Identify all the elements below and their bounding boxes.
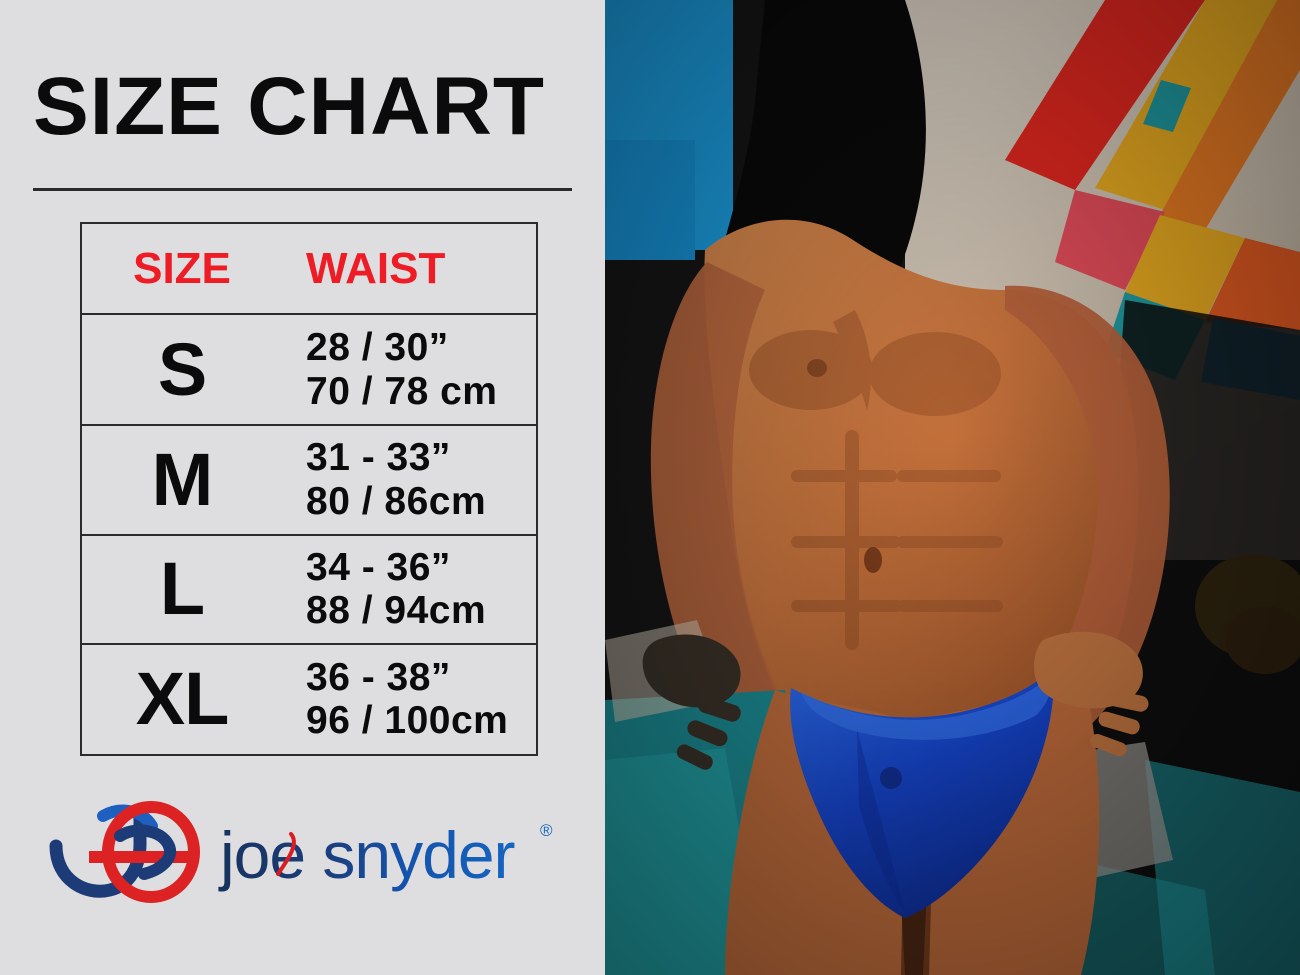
cell-waist: 34 - 36” 88 / 94cm	[282, 546, 536, 633]
table-row: M 31 - 33” 80 / 86cm	[82, 426, 536, 536]
waist-inches: 34 - 36”	[306, 545, 451, 589]
header-label-size: SIZE	[133, 243, 231, 293]
size-table: SIZE WAIST S 28 / 30” 70 / 78 cm M	[80, 222, 538, 756]
cell-size: S	[82, 327, 282, 411]
waist-inches: 36 - 38”	[306, 655, 451, 699]
header-label-waist: WAIST	[306, 243, 446, 293]
table-header-row: SIZE WAIST	[82, 224, 536, 316]
size-value: S	[157, 327, 207, 411]
waist-inches: 28 / 30”	[306, 326, 449, 370]
model-photo-svg	[605, 0, 1300, 975]
table-row: L 34 - 36” 88 / 94cm	[82, 536, 536, 645]
waist-inches: 31 - 33”	[306, 436, 451, 480]
cell-waist: 28 / 30” 70 / 78 cm	[282, 326, 536, 413]
cell-waist: 36 - 38” 96 / 100cm	[282, 656, 536, 743]
size-value: M	[151, 437, 214, 521]
cell-waist: 31 - 33” 80 / 86cm	[282, 436, 536, 523]
logo-wordmark-text: joe snyder	[218, 818, 515, 892]
logo-wordmark: joe snyder	[218, 818, 516, 892]
cell-size: M	[82, 437, 282, 521]
size-chart-panel: SIZE CHART SIZE WAIST S 28 / 30” 70 /	[0, 0, 605, 975]
size-value: XL	[135, 657, 230, 741]
header-cell-waist: WAIST	[282, 243, 536, 293]
table-row: S 28 / 30” 70 / 78 cm	[82, 315, 536, 427]
brand-logo: joe snyder ®	[48, 800, 568, 910]
waist-cm: 70 / 78 cm	[306, 369, 498, 413]
cell-size: L	[82, 546, 282, 630]
registered-trademark-icon: ®	[540, 821, 553, 840]
logo-red-swoosh	[276, 832, 296, 876]
joe-snyder-monogram-icon	[49, 801, 200, 903]
page-title: SIZE CHART	[33, 61, 546, 152]
header-cell-size: SIZE	[82, 243, 282, 293]
joe-snyder-logo-svg: joe snyder ®	[49, 801, 553, 903]
title-divider	[33, 188, 572, 191]
waist-cm: 96 / 100cm	[306, 699, 509, 743]
model-photo	[605, 0, 1300, 975]
waist-cm: 80 / 86cm	[306, 480, 487, 524]
cell-size: XL	[82, 657, 282, 741]
table-row: XL 36 - 38” 96 / 100cm	[82, 645, 536, 754]
waist-cm: 88 / 94cm	[306, 589, 487, 633]
size-value: L	[159, 546, 205, 630]
